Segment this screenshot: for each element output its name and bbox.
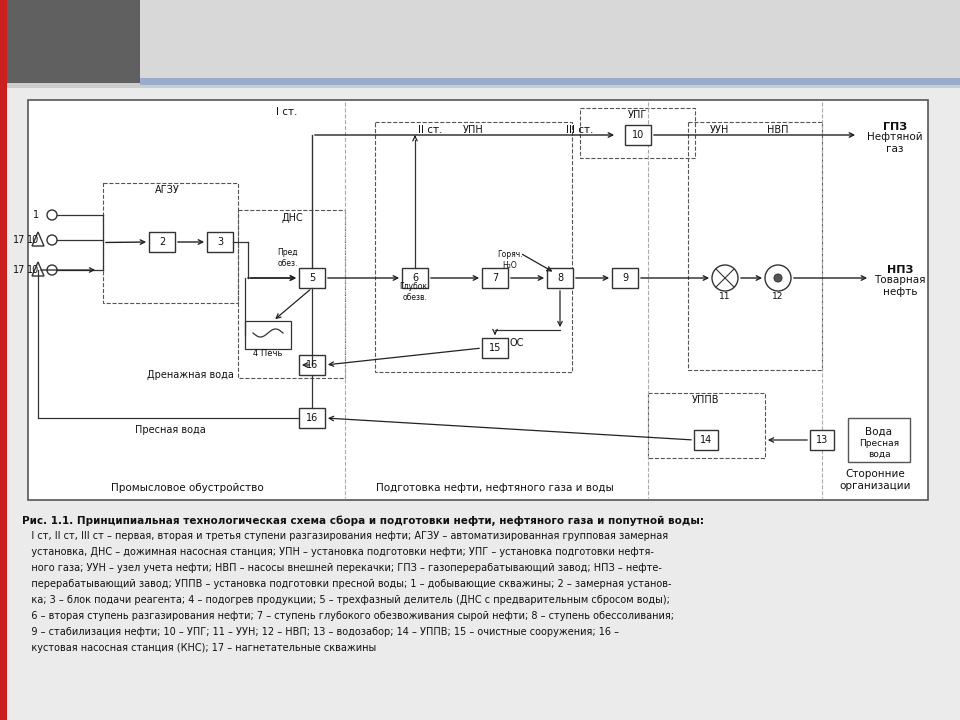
Text: ГПЗ: ГПЗ: [883, 122, 907, 132]
Text: 6: 6: [412, 273, 418, 283]
Text: перерабатывающий завод; УППВ – установка подготовки пресной воды; 1 – добывающие: перерабатывающий завод; УППВ – установка…: [22, 579, 671, 589]
Text: установка, ДНС – дожимная насосная станция; УПН – установка подготовки нефти; УП: установка, ДНС – дожимная насосная станц…: [22, 547, 654, 557]
Text: 7: 7: [492, 273, 498, 283]
Bar: [299, 268, 325, 288]
Text: 4 Печь: 4 Печь: [253, 348, 282, 358]
Bar: [0, 0, 960, 88]
Text: 16: 16: [306, 413, 318, 423]
Bar: [299, 408, 325, 428]
Bar: [0, 0, 140, 83]
Bar: [299, 355, 325, 375]
Bar: [402, 268, 428, 288]
Text: Глубок.
обезв.: Глубок. обезв.: [399, 282, 430, 302]
Text: 2: 2: [158, 237, 165, 247]
Bar: [103, 183, 238, 303]
Bar: [149, 232, 175, 252]
Text: 13: 13: [816, 435, 828, 445]
Text: 10: 10: [27, 235, 39, 245]
Text: 14: 14: [700, 435, 712, 445]
Text: 5: 5: [309, 273, 315, 283]
Bar: [848, 418, 910, 462]
Text: 10: 10: [27, 265, 39, 275]
Bar: [688, 122, 822, 370]
Text: 9: 9: [622, 273, 628, 283]
Text: 17: 17: [12, 265, 25, 275]
Text: Пред
обез.: Пред обез.: [277, 248, 299, 268]
Bar: [0, 0, 7, 720]
Text: 3: 3: [217, 237, 223, 247]
Text: ОС: ОС: [510, 338, 524, 348]
Text: Нефтяной
газ: Нефтяной газ: [867, 132, 923, 154]
Text: Дренажная вода: Дренажная вода: [147, 370, 233, 380]
Text: I ст.: I ст.: [276, 107, 298, 117]
Bar: [245, 321, 291, 349]
Text: УПН: УПН: [463, 125, 484, 135]
Text: I ст, II ст, III ст – первая, вторая и третья ступени разгазирования нефти; АГЗУ: I ст, II ст, III ст – первая, вторая и т…: [22, 531, 668, 541]
Text: 10: 10: [632, 130, 644, 140]
Bar: [810, 430, 834, 450]
Text: НПЗ: НПЗ: [887, 265, 913, 275]
Text: ного газа; УУН – узел учета нефти; НВП – насосы внешней перекачки; ГПЗ – газопер: ного газа; УУН – узел учета нефти; НВП –…: [22, 563, 661, 573]
Text: 8: 8: [557, 273, 564, 283]
Text: Сторонние
организации: Сторонние организации: [839, 469, 911, 491]
Bar: [28, 100, 928, 500]
Bar: [238, 210, 345, 378]
Text: УПГ: УПГ: [628, 110, 648, 120]
Text: Горяч.
Н₂О: Горяч. Н₂О: [497, 251, 523, 270]
Text: ДНС: ДНС: [281, 213, 302, 223]
Text: УУН: УУН: [710, 125, 730, 135]
Bar: [612, 268, 638, 288]
Text: II ст.: II ст.: [418, 125, 443, 135]
Text: 16: 16: [306, 360, 318, 370]
Text: Пресная
вода: Пресная вода: [859, 439, 900, 459]
Text: 1: 1: [33, 210, 39, 220]
Text: АГЗУ: АГЗУ: [155, 185, 180, 195]
Text: Вода: Вода: [866, 427, 893, 437]
Text: Товарная
нефть: Товарная нефть: [875, 275, 925, 297]
Text: Рис. 1.1. Принципиальная технологическая схема сбора и подготовки нефти, нефтяно: Рис. 1.1. Принципиальная технологическая…: [22, 515, 704, 526]
Text: III ст.: III ст.: [566, 125, 593, 135]
Bar: [482, 338, 508, 358]
Circle shape: [774, 274, 782, 282]
Bar: [140, 0, 960, 83]
Text: кустовая насосная станция (КНС); 17 – нагнетательные скважины: кустовая насосная станция (КНС); 17 – на…: [22, 643, 376, 653]
Text: 15: 15: [489, 343, 501, 353]
Text: Промысловое обустройство: Промысловое обустройство: [110, 483, 263, 493]
Bar: [694, 430, 718, 450]
Bar: [547, 268, 573, 288]
Text: УППВ: УППВ: [692, 395, 720, 405]
Bar: [625, 125, 651, 145]
Text: НВП: НВП: [767, 125, 789, 135]
Bar: [140, 78, 960, 85]
Bar: [580, 108, 695, 158]
Text: Пресная вода: Пресная вода: [134, 425, 205, 435]
Bar: [375, 122, 572, 372]
Bar: [207, 232, 233, 252]
Text: 9 – стабилизация нефти; 10 – УПГ; 11 – УУН; 12 – НВП; 13 – водозабор; 14 – УППВ;: 9 – стабилизация нефти; 10 – УПГ; 11 – У…: [22, 627, 619, 637]
Text: 11: 11: [719, 292, 731, 300]
Bar: [482, 268, 508, 288]
Text: ка; 3 – блок подачи реагента; 4 – подогрев продукции; 5 – трехфазный делитель (Д: ка; 3 – блок подачи реагента; 4 – подогр…: [22, 595, 670, 605]
Text: 12: 12: [772, 292, 783, 300]
Text: 6 – вторая ступень разгазирования нефти; 7 – ступень глубокого обезвоживания сыр: 6 – вторая ступень разгазирования нефти;…: [22, 611, 674, 621]
Text: 17: 17: [12, 235, 25, 245]
Bar: [648, 393, 765, 458]
Text: Подготовка нефти, нефтяного газа и воды: Подготовка нефти, нефтяного газа и воды: [376, 483, 613, 493]
